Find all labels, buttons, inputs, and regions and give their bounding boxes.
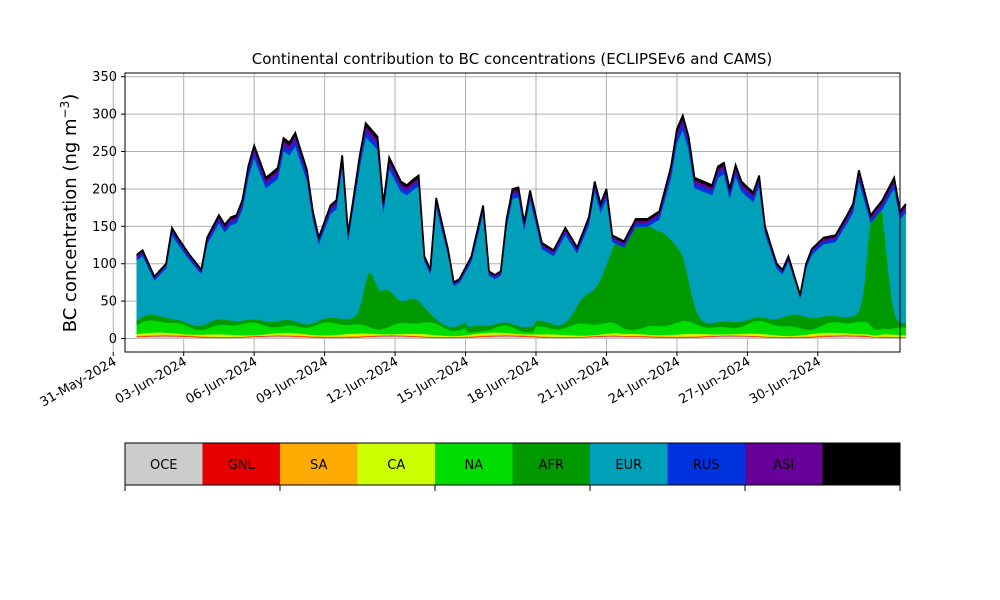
legend-label-gnl: GNL <box>228 458 256 473</box>
legend-swatch-eur <box>590 443 668 485</box>
legend-label-na: NA <box>464 458 483 473</box>
x-tick-label: 30-Jun-2024 <box>747 354 824 407</box>
x-tick-label: 15-Jun-2024 <box>395 354 472 407</box>
x-tick-label: 24-Jun-2024 <box>606 354 683 407</box>
y-tick-label: 150 <box>92 220 117 235</box>
chart-title: Continental contribution to BC concentra… <box>252 50 773 68</box>
x-tick-label: 03-Jun-2024 <box>113 354 190 407</box>
legend-swatch-na <box>435 443 513 485</box>
legend-label-aus: AUS <box>848 458 875 473</box>
plot-frame <box>124 72 901 353</box>
y-tick-label: 350 <box>92 70 117 85</box>
y-tick-label: 50 <box>100 295 117 310</box>
total-outline <box>136 112 907 296</box>
y-axis-label-main: BC concentration (ng m <box>60 118 81 332</box>
legend-swatch-afr <box>512 443 590 485</box>
legend-swatch-aus <box>822 443 900 485</box>
y-axis-label-close: ) <box>60 94 81 101</box>
legend-swatch-oce <box>125 443 203 485</box>
x-tick-label: 06-Jun-2024 <box>183 354 260 407</box>
legend-label-eur: EUR <box>615 458 642 473</box>
legend-frame <box>124 442 901 486</box>
color-legend: OCE GNL SA CA NA AFR EUR RUS ASI AUS <box>124 442 901 491</box>
y-tick-label: 250 <box>92 145 117 160</box>
legend-label-rus: RUS <box>693 458 720 473</box>
legend-swatch-ca <box>357 443 435 485</box>
y-tick-label: 0 <box>109 332 117 347</box>
legend-swatch-asi <box>745 443 823 485</box>
y-tick-label: 100 <box>92 257 117 272</box>
y-tick-label: 200 <box>92 182 117 197</box>
y-axis-label: BC concentration (ng m−3) <box>58 94 81 333</box>
legend-swatch-rus <box>667 443 745 485</box>
legend-label-afr: AFR <box>539 458 564 473</box>
legend-swatch-gnl <box>202 443 280 485</box>
stacked-areas <box>136 112 907 339</box>
legend-label-asi: ASI <box>773 458 794 473</box>
legend-label-ca: CA <box>387 458 405 473</box>
legend-label-oce: OCE <box>150 458 178 473</box>
x-tick-label: 21-Jun-2024 <box>536 354 613 407</box>
legend-label-sa: SA <box>310 458 327 473</box>
x-tick-label: 18-Jun-2024 <box>465 354 542 407</box>
y-axis-label-exponent: −3 <box>58 101 72 119</box>
legend-swatch-sa <box>280 443 358 485</box>
y-tick-label: 300 <box>92 108 117 123</box>
x-tick-label: 09-Jun-2024 <box>254 354 331 407</box>
x-tick-label: 31-May-2024 <box>38 354 120 410</box>
x-tick-label: 27-Jun-2024 <box>677 354 754 407</box>
x-tick-label: 12-Jun-2024 <box>324 354 401 407</box>
